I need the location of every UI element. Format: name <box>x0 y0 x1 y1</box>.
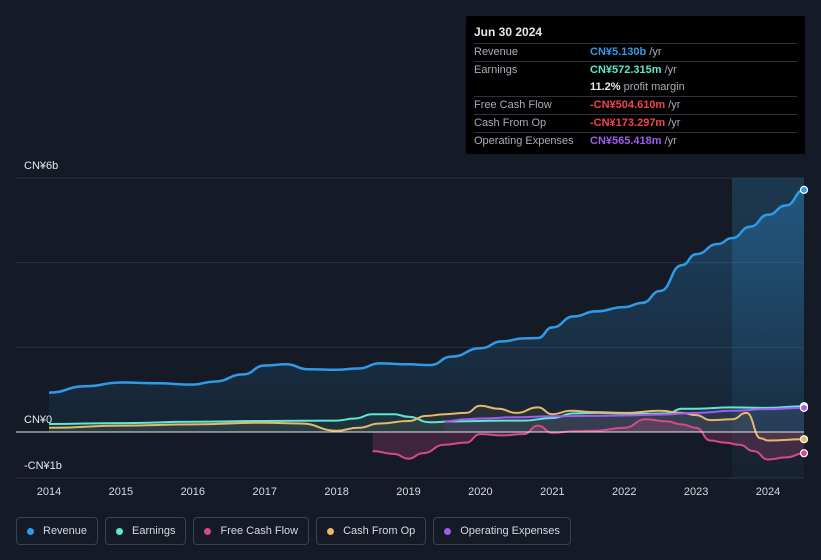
tooltip-value: CN¥565.418m <box>590 135 662 147</box>
tooltip-row-free-cash-flow: Free Cash Flow -CN¥504.610m /yr <box>474 96 797 114</box>
tooltip-unit: /yr <box>664 64 677 76</box>
area-layer <box>49 189 804 460</box>
legend-dot-icon <box>327 527 335 535</box>
x-tick-label: 2024 <box>756 486 780 498</box>
y-tick-label-zero: CN¥0 <box>24 414 53 426</box>
series-line-revenue <box>48 188 805 394</box>
legend-label: Revenue <box>43 525 88 537</box>
series-line-cash-from-op <box>48 404 805 442</box>
tooltip-value: CN¥5.130b <box>590 46 647 58</box>
legend-dot-icon <box>27 527 34 535</box>
legend-dot-icon <box>204 527 212 535</box>
area-free-cash-flow <box>372 419 804 460</box>
tooltip-row-revenue: Revenue CN¥5.130b /yr <box>474 43 797 61</box>
area-earnings <box>49 406 804 432</box>
series-line-free-cash-flow <box>372 418 805 461</box>
legend-label: Free Cash Flow <box>220 525 299 537</box>
tooltip-label: Cash From Op <box>474 117 547 129</box>
legend-item-operating-expenses[interactable]: Operating Expenses <box>433 517 571 545</box>
endpoint-revenue <box>799 185 809 194</box>
tooltip-date: Jun 30 2024 <box>474 25 543 39</box>
endpoint-layer <box>799 185 809 458</box>
x-tick-label: 2018 <box>324 486 348 498</box>
x-tick-label: 2019 <box>396 486 420 498</box>
x-tick-label: 2020 <box>468 486 492 498</box>
x-tick-label: 2022 <box>612 486 636 498</box>
x-tick-label: 2017 <box>252 486 276 498</box>
tooltip-value: 11.2% <box>590 81 621 93</box>
legend-item-free-cash-flow[interactable]: Free Cash Flow <box>193 517 310 545</box>
legend-label: Cash From Op <box>343 525 416 537</box>
series-line-operating-expenses <box>444 406 805 423</box>
legend-dot-icon <box>116 527 124 535</box>
x-tick-label: 2016 <box>181 486 205 498</box>
tooltip-value: -CN¥504.610m <box>590 99 666 111</box>
y-tick-label-top: CN¥6b <box>24 160 59 172</box>
legend: Revenue Earnings Free Cash Flow Cash Fro… <box>16 517 578 545</box>
tooltip: Jun 30 2024 Revenue CN¥5.130b /yr Earnin… <box>466 16 805 154</box>
tooltip-unit: profit margin <box>623 81 685 93</box>
tooltip-unit: /yr <box>668 99 681 111</box>
endpoint-cash-from-op <box>799 435 809 444</box>
legend-dot-icon <box>444 527 452 535</box>
tooltip-unit: /yr <box>664 135 677 147</box>
tooltip-unit: /yr <box>649 46 662 58</box>
line-layer <box>48 188 805 461</box>
tooltip-label: Operating Expenses <box>474 135 574 147</box>
legend-label: Operating Expenses <box>460 525 560 537</box>
x-tick-label: 2021 <box>540 486 564 498</box>
tooltip-row-operating-expenses: Operating Expenses CN¥565.418m /yr <box>474 132 797 150</box>
tooltip-label: Earnings <box>474 64 518 76</box>
endpoint-free-cash-flow <box>799 449 809 458</box>
tooltip-row-cash-from-op: Cash From Op -CN¥173.297m /yr <box>474 114 797 132</box>
legend-item-cash-from-op[interactable]: Cash From Op <box>316 517 427 545</box>
x-tick-label: 2015 <box>109 486 133 498</box>
y-tick-label-bottom: -CN¥1b <box>24 460 62 472</box>
endpoint-operating-expenses <box>799 403 809 412</box>
area-revenue <box>49 189 804 432</box>
tooltip-label: Revenue <box>474 46 519 58</box>
tooltip-value: -CN¥173.297m <box>590 117 666 129</box>
tooltip-label: Free Cash Flow <box>474 99 552 111</box>
legend-item-earnings[interactable]: Earnings <box>105 517 187 545</box>
legend-item-revenue[interactable]: Revenue <box>16 517 99 545</box>
legend-label: Earnings <box>132 525 176 537</box>
series-line-earnings <box>48 405 805 425</box>
x-tick-label: 2014 <box>37 486 61 498</box>
x-axis: 2014 2015 2016 2017 2018 2019 2020 2021 2022 2023… <box>37 486 781 498</box>
grid <box>16 177 804 479</box>
tooltip-label <box>474 79 590 96</box>
tooltip-value: CN¥572.315m <box>590 64 662 76</box>
tooltip-row-earnings: Earnings CN¥572.315m /yr <box>474 61 797 79</box>
x-tick-label: 2023 <box>684 486 708 498</box>
tooltip-row-margin: 11.2% profit margin <box>474 79 797 96</box>
tooltip-unit: /yr <box>668 117 681 129</box>
